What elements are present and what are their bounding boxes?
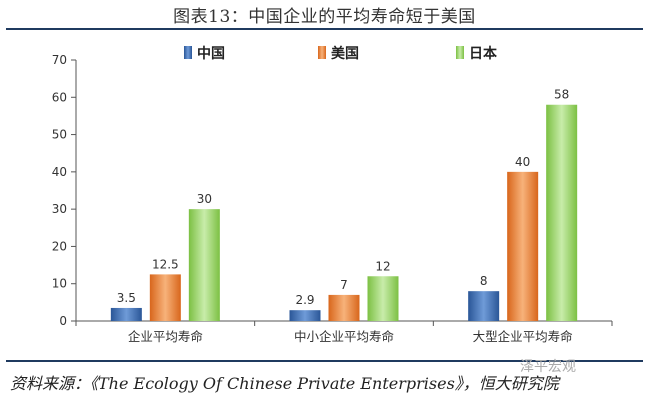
bar (507, 171, 539, 321)
data-label: 7 (340, 278, 348, 292)
footer-divider (6, 360, 643, 362)
data-label: 2.9 (295, 293, 314, 307)
y-tick-label: 20 (52, 239, 67, 253)
bar-chart: 中国 美国 日本 0 10 20 30 40 50 60 70 企业平均寿命 中小企业平均寿命 大型企业… (52, 45, 613, 344)
title-divider (6, 28, 643, 30)
legend-label: 美国 (331, 45, 359, 62)
bar (110, 307, 142, 321)
legend-swatch (184, 46, 192, 59)
chart-title: 图表13：中国企业的平均寿命短于美国 (173, 7, 476, 27)
x-category-label: 企业平均寿命 (128, 329, 204, 344)
legend-swatch (318, 46, 326, 59)
data-label: 58 (554, 88, 569, 102)
data-label: 8 (480, 274, 488, 288)
bar (289, 310, 321, 321)
x-category-label: 中小企业平均寿命 (294, 329, 395, 344)
legend: 中国 美国 日本 (184, 45, 498, 62)
data-label: 3.5 (117, 291, 136, 305)
data-label: 30 (197, 192, 212, 206)
source-note: 资料来源：《The Ecology Of Chinese Private Ent… (10, 374, 559, 393)
legend-swatch (456, 46, 464, 59)
y-tick-label: 30 (52, 202, 67, 216)
y-tick-label: 70 (52, 53, 67, 67)
y-tick-label: 0 (59, 314, 67, 328)
data-label: 40 (515, 155, 530, 169)
bar (149, 274, 181, 321)
y-tick-label: 40 (52, 165, 67, 179)
bar (546, 104, 578, 321)
bar (468, 291, 500, 321)
legend-label: 日本 (469, 45, 498, 62)
bars: 3.5 12.5 30 2.9 7 12 8 40 58 (110, 88, 578, 321)
axes: 0 10 20 30 40 50 60 70 企业平均寿命 中小企业平均寿命 大型企业平均寿命 (52, 53, 613, 344)
legend-label: 中国 (197, 45, 225, 62)
bar (367, 276, 399, 321)
y-tick-label: 60 (52, 90, 67, 104)
bar (328, 294, 360, 321)
x-category-label: 大型企业平均寿命 (473, 329, 574, 344)
y-tick-label: 50 (52, 128, 67, 142)
bar (188, 209, 220, 321)
watermark: 泽平宏观 (520, 359, 576, 375)
y-tick-label: 10 (52, 277, 67, 291)
data-label: 12 (375, 259, 390, 273)
data-label: 12.5 (152, 257, 179, 271)
